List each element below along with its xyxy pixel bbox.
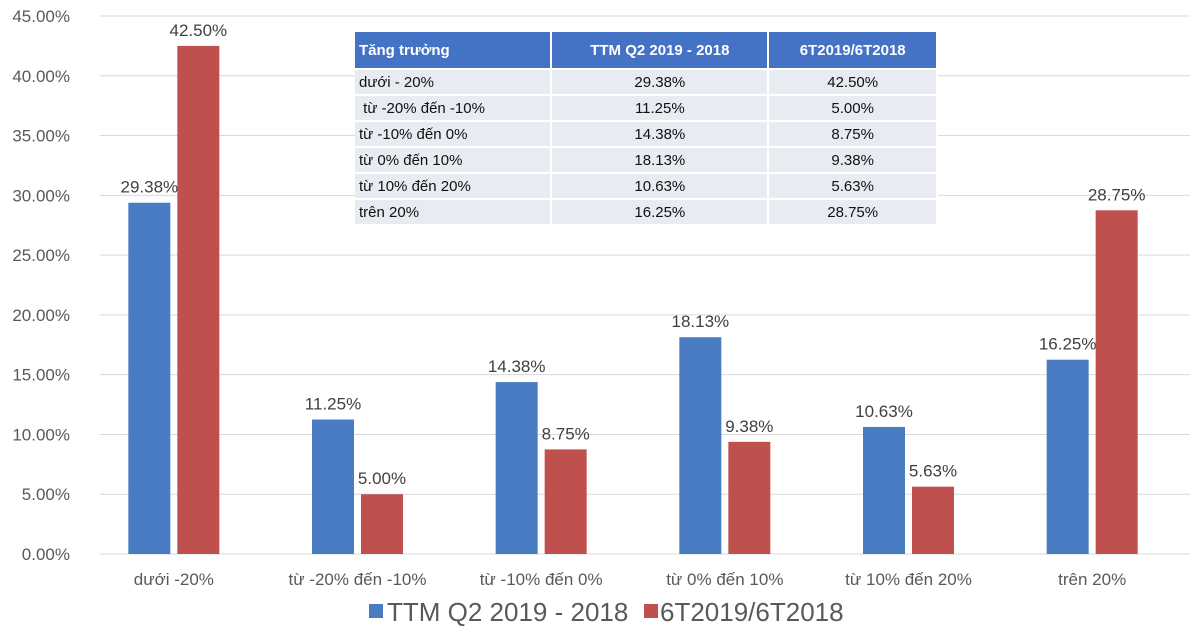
data-label: 29.38% <box>120 178 178 197</box>
table-row: từ -20% đến -10% 11.25% 5.00% <box>355 94 938 121</box>
y-tick-label: 30.00% <box>12 186 70 205</box>
6t-value: 28.75% <box>768 198 938 224</box>
bar-6t <box>177 45 220 555</box>
y-tick-label: 35.00% <box>12 127 70 146</box>
header-ttm: TTM Q2 2019 - 2018 <box>551 32 770 69</box>
row-label: từ 10% đến 20% <box>355 172 553 199</box>
header-6t: 6T2019/6T2018 <box>768 32 938 69</box>
x-tick-label: trên 20% <box>1058 570 1126 589</box>
y-tick-label: 40.00% <box>12 67 70 86</box>
y-tick-label: 45.00% <box>12 7 70 26</box>
bar-6t <box>361 494 403 554</box>
row-label: từ 0% đến 10% <box>355 146 553 173</box>
bar-ttm <box>312 419 354 554</box>
legend-swatch-ttm <box>369 604 383 618</box>
ttm-value: 29.38% <box>551 68 770 95</box>
data-label: 11.25% <box>305 395 361 414</box>
data-label: 8.75% <box>542 424 590 443</box>
row-label: từ -10% đến 0% <box>355 120 553 147</box>
6t-value: 5.00% <box>768 94 938 121</box>
data-label: 18.13% <box>671 312 729 331</box>
table-header-row: Tăng trưởng TTM Q2 2019 - 2018 6T2019/6T… <box>355 32 938 69</box>
bar-ttm <box>1046 359 1089 554</box>
row-label: dưới - 20% <box>355 68 553 95</box>
table-row: trên 20% 16.25% 28.75% <box>355 198 938 224</box>
table-row: từ 10% đến 20% 10.63% 5.63% <box>355 172 938 199</box>
y-tick-label: 5.00% <box>22 485 70 504</box>
y-tick-label: 20.00% <box>12 306 70 325</box>
6t-value: 9.38% <box>768 146 938 173</box>
data-label: 9.38% <box>725 417 773 436</box>
6t-value: 5.63% <box>768 172 938 199</box>
y-tick-label: 10.00% <box>12 425 70 444</box>
header-growth: Tăng trưởng <box>355 32 553 69</box>
ttm-value: 10.63% <box>551 172 770 199</box>
ttm-value: 11.25% <box>551 94 770 121</box>
x-tick-label: dưới -20% <box>134 570 214 589</box>
legend-label-6t: 6T2019/6T2018 <box>660 597 844 627</box>
data-label: 14.38% <box>488 357 546 376</box>
x-tick-label: từ 10% đến 20% <box>845 570 972 589</box>
y-tick-label: 25.00% <box>12 246 70 265</box>
legend-label-ttm: TTM Q2 2019 - 2018 <box>387 597 628 627</box>
table-row: từ 0% đến 10% 18.13% 9.38% <box>355 146 938 173</box>
data-label: 28.75% <box>1088 185 1146 204</box>
x-tick-label: từ 0% đến 10% <box>666 570 783 589</box>
table-row: từ -10% đến 0% 14.38% 8.75% <box>355 120 938 147</box>
row-label: từ -20% đến -10% <box>355 94 553 121</box>
data-label: 5.00% <box>358 469 406 488</box>
6t-value: 8.75% <box>768 120 938 147</box>
y-tick-label: 15.00% <box>12 366 70 385</box>
data-label: 10.63% <box>855 402 913 421</box>
data-label: 16.25% <box>1039 335 1097 354</box>
y-tick-label: 0.00% <box>22 545 70 564</box>
bar-ttm <box>128 202 171 554</box>
legend-swatch-6t <box>644 604 658 618</box>
data-table: Tăng trưởng TTM Q2 2019 - 2018 6T2019/6T… <box>355 32 938 224</box>
x-tick-label: từ -20% đến -10% <box>288 570 426 589</box>
bar-6t <box>912 486 954 554</box>
row-label: trên 20% <box>355 198 553 224</box>
bar-6t <box>1095 210 1138 554</box>
table-row: dưới - 20% 29.38% 42.50% <box>355 68 938 95</box>
data-label: 5.63% <box>909 462 957 481</box>
ttm-value: 14.38% <box>551 120 770 147</box>
bar-6t <box>544 449 587 554</box>
6t-value: 42.50% <box>768 68 938 95</box>
data-label: 42.50% <box>169 21 227 40</box>
ttm-value: 18.13% <box>551 146 770 173</box>
ttm-value: 16.25% <box>551 198 770 224</box>
bar-6t <box>728 441 771 554</box>
bar-ttm <box>863 426 905 554</box>
bar-ttm <box>495 382 538 554</box>
bar-ttm <box>679 337 722 554</box>
x-tick-label: từ -10% đến 0% <box>480 570 603 589</box>
